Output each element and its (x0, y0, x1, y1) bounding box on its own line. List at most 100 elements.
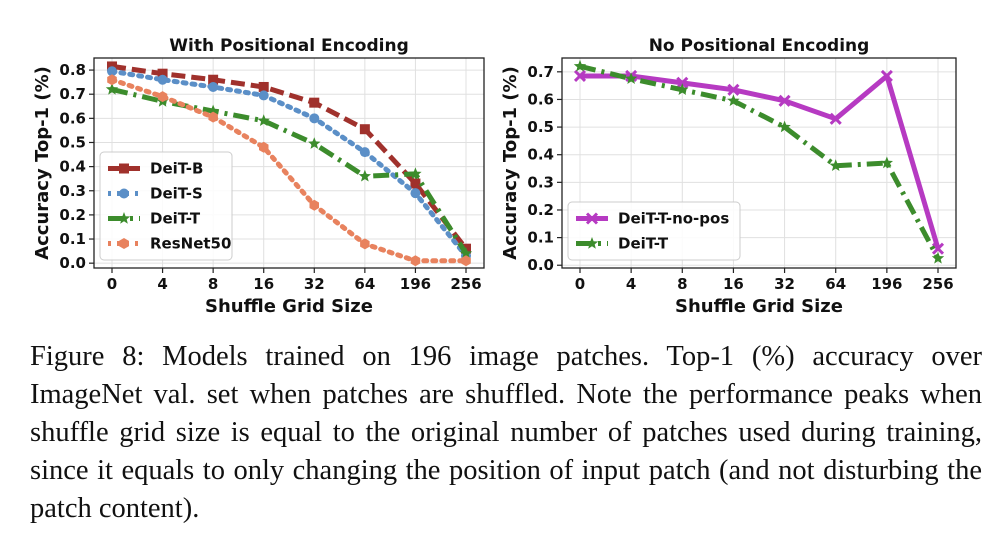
legend-label: DeiT-T (618, 235, 669, 253)
legend-marker (119, 163, 129, 174)
data-point (829, 112, 842, 125)
data-point (829, 159, 842, 171)
chart-2: 0 4 8 16 32 64 196 256 0.0 0.1 0.2 0.3 0.4 0.5 0.6 0.7 N… (500, 36, 957, 317)
x-tick-label: 4 (626, 275, 636, 293)
series-resnet50 (107, 74, 471, 267)
y-tick-label: 0.7 (59, 85, 86, 103)
x-axis-label: Shuffle Grid Size (675, 296, 843, 317)
series-line (579, 63, 941, 260)
legend-label: DeiT-T (150, 210, 201, 228)
data-point (208, 74, 219, 85)
data-point (410, 178, 421, 189)
data-point (461, 255, 471, 267)
y-tick-label: 0.5 (527, 118, 554, 136)
data-point (208, 81, 219, 92)
y-axis-label: Accuracy Top-1 (%) (500, 66, 521, 260)
y-tick-label: 0.2 (59, 206, 86, 224)
chart-title: With Positional Encoding (169, 36, 409, 56)
x-tick-label: 4 (157, 275, 167, 293)
legend-label: DeiT-S (150, 185, 203, 203)
x-tick-label: 196 (400, 275, 431, 293)
x-tick-label: 32 (304, 275, 325, 293)
legend: DeiT-T-no-pos DeiT-T (567, 201, 741, 261)
data-point (931, 251, 945, 264)
data-point (880, 69, 893, 83)
legend-marker (117, 212, 131, 224)
x-tick-label: 256 (922, 275, 953, 293)
data-point (410, 188, 421, 199)
x-tick-label: 8 (208, 275, 218, 293)
data-point (259, 141, 269, 153)
data-point (676, 83, 689, 95)
series-deit-t-no-pos (573, 69, 945, 255)
data-point (105, 82, 119, 95)
y-tick-label: 0.7 (527, 63, 554, 81)
x-axis-label: Shuffle Grid Size (205, 296, 373, 317)
figure: 0 4 8 16 32 64 196 256 0.0 0.1 0.2 0.3 0.4 0.5 0.6 0.7 0… (32, 36, 957, 317)
data-point (727, 94, 740, 107)
data-point (359, 147, 370, 158)
data-point (625, 72, 638, 84)
data-point (107, 66, 117, 77)
data-point (157, 68, 168, 79)
data-point (359, 124, 370, 135)
y-tick-label: 0.2 (527, 201, 554, 219)
series-line (580, 73, 941, 250)
data-point (309, 113, 320, 124)
x-tick-label: 16 (253, 275, 274, 293)
data-point (931, 242, 945, 255)
y-tick-label: 0.3 (59, 182, 86, 200)
y-tick-label: 0.0 (59, 254, 86, 272)
y-tick-label: 0.1 (527, 229, 554, 247)
y-tick-label: 0.6 (59, 109, 86, 127)
data-point (573, 59, 587, 72)
x-tick-label: 256 (450, 275, 481, 293)
figure-caption: Figure 8: Models trained on 196 image pa… (30, 341, 982, 524)
x-tick-label: 16 (723, 275, 744, 293)
y-tick-label: 0.6 (527, 90, 554, 108)
legend-label: DeiT-B (150, 160, 203, 178)
data-point (360, 238, 370, 250)
chart-1: 0 4 8 16 32 64 196 256 0.0 0.1 0.2 0.3 0.4 0.5 0.6 0.7 0… (32, 36, 485, 317)
data-point (727, 83, 740, 96)
data-point (676, 76, 689, 89)
legend-marker (585, 237, 599, 249)
data-point (107, 74, 117, 86)
data-point (880, 156, 893, 169)
data-point (778, 94, 791, 107)
y-tick-label: 0.8 (59, 61, 86, 79)
series-line (109, 68, 469, 259)
series-line (109, 77, 469, 264)
legend-marker (119, 188, 129, 199)
x-tick-label: 0 (107, 275, 117, 293)
legend-label: DeiT-T-no-pos (618, 210, 729, 228)
data-point (207, 104, 220, 117)
data-point (208, 111, 218, 123)
plot-frame (93, 57, 485, 269)
series-line (111, 86, 469, 255)
y-tick-label: 0.3 (527, 173, 554, 191)
y-tick-label: 0.4 (59, 158, 86, 176)
y-tick-label: 0.1 (59, 230, 86, 248)
data-point (258, 81, 269, 92)
chart-title: No Positional Encoding (649, 36, 870, 56)
series-deit-s (107, 66, 471, 261)
data-point (157, 91, 168, 103)
y-tick-label: 0.4 (527, 146, 554, 164)
data-point (257, 114, 270, 126)
data-point (573, 69, 587, 83)
data-point (258, 90, 269, 101)
data-point (309, 97, 320, 108)
data-point (358, 169, 371, 182)
data-point (308, 137, 321, 149)
legend: DeiT-B DeiT-S DeiT-T ResNet50 (99, 151, 233, 261)
data-point (410, 255, 421, 267)
data-point (309, 199, 319, 211)
legend-marker (119, 238, 129, 249)
data-point (459, 247, 473, 259)
x-tick-label: 0 (575, 275, 585, 293)
y-tick-label: 0.0 (527, 256, 554, 274)
x-tick-label: 64 (825, 275, 846, 293)
data-point (157, 74, 168, 85)
plot-frame (561, 57, 957, 269)
